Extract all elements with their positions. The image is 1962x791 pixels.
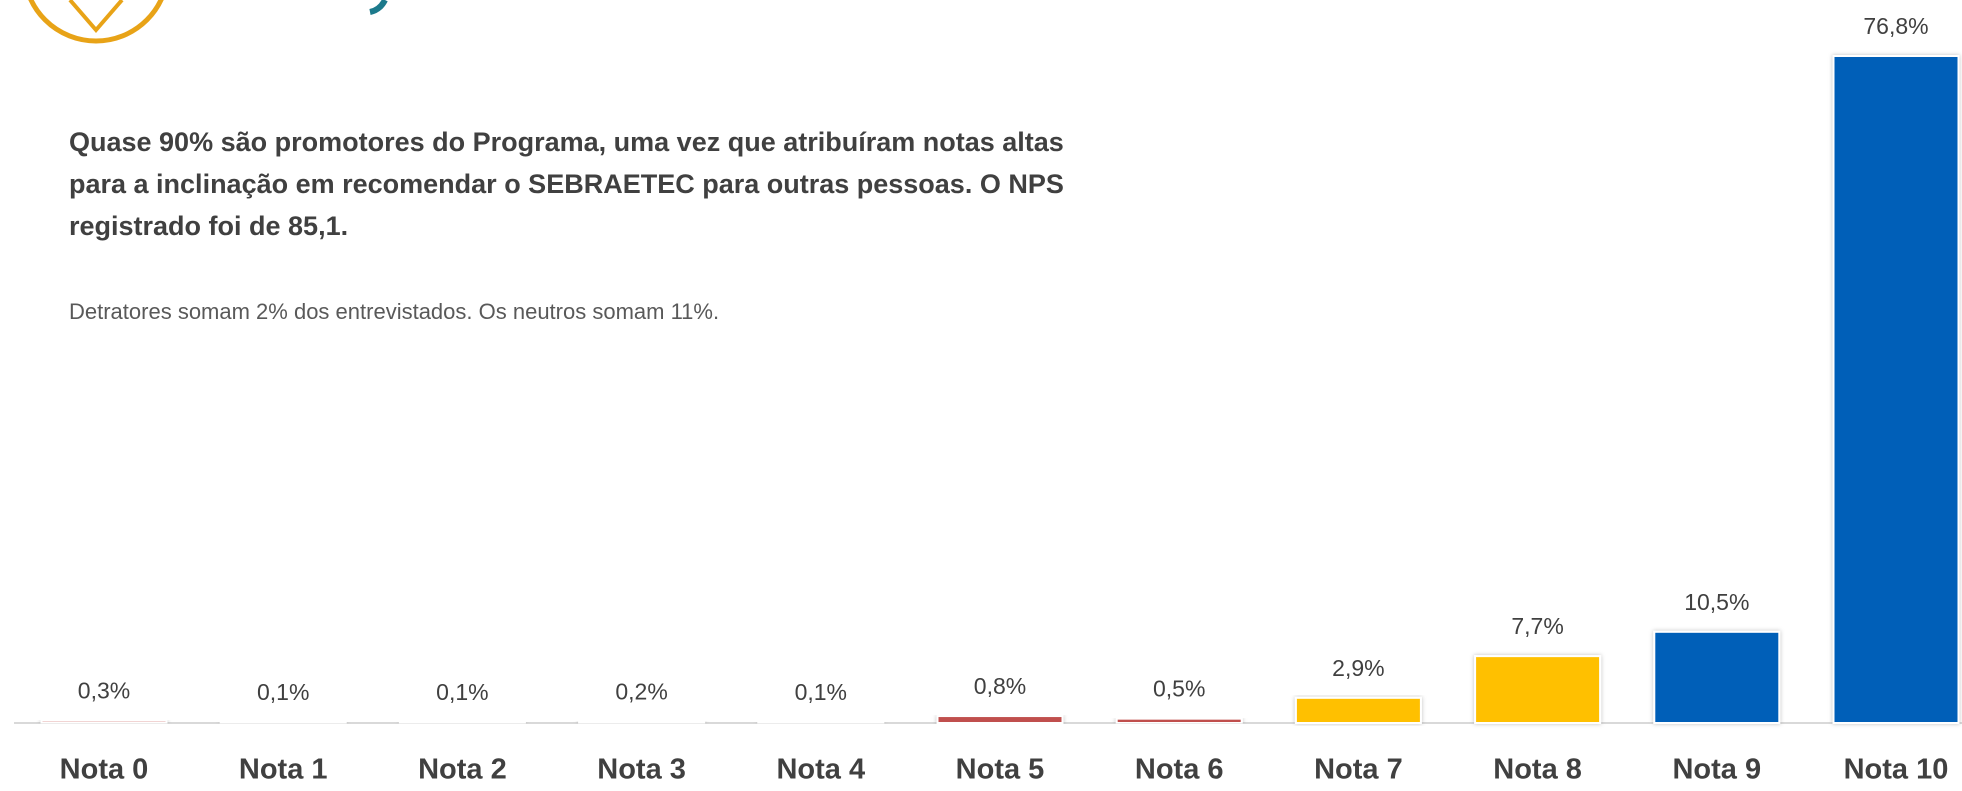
value-label: 10,5%: [1684, 589, 1749, 615]
bar: [398, 721, 526, 725]
bar: [1474, 655, 1602, 724]
value-label: 0,5%: [1153, 676, 1205, 702]
x-tick-label: Nota 1: [239, 754, 328, 786]
x-tick-label: Nota 2: [418, 754, 507, 786]
x-tick-label: Nota 7: [1314, 754, 1403, 786]
bar: [578, 720, 706, 724]
value-label: 0,1%: [436, 679, 488, 705]
x-tick-label: Nota 3: [597, 754, 686, 786]
x-tick-label: Nota 8: [1493, 754, 1582, 786]
x-tick-label: Nota 9: [1672, 754, 1761, 786]
bar: [219, 721, 347, 725]
headline-line: Quase 90% são promotores do Programa, um…: [69, 127, 1064, 157]
x-tick-label: Nota 5: [956, 754, 1045, 786]
subtitle: Detratores somam 2% dos entrevistados. O…: [69, 299, 719, 324]
logo-ring: [28, 0, 164, 44]
logo-mark: [369, 0, 388, 15]
bar: [1653, 630, 1781, 724]
headline: Quase 90% são promotores do Programa, um…: [69, 127, 1064, 241]
bar: [40, 719, 168, 724]
value-label: 2,9%: [1332, 655, 1384, 681]
value-label: 0,1%: [795, 679, 847, 705]
value-label: 0,3%: [78, 677, 130, 703]
value-label: 76,8%: [1863, 13, 1928, 39]
bar: [757, 721, 885, 725]
bar: [1115, 717, 1243, 724]
x-tick-label: Nota 10: [1844, 754, 1949, 786]
headline-line: registrado foi de 85,1.: [69, 211, 348, 241]
x-tick-label: Nota 0: [60, 754, 149, 786]
value-label: 0,1%: [257, 679, 309, 705]
value-label: 7,7%: [1511, 613, 1563, 639]
bar: [1832, 55, 1960, 724]
logo-star: [68, 0, 124, 34]
headline-line: para a inclinação em recomendar o SEBRAE…: [69, 169, 1064, 199]
bar: [1294, 696, 1422, 724]
value-label: 0,2%: [615, 678, 667, 704]
x-tick-label: Nota 4: [776, 754, 865, 786]
bar: [936, 715, 1064, 724]
x-tick-label: Nota 6: [1135, 754, 1224, 786]
value-label: 0,8%: [974, 673, 1026, 699]
